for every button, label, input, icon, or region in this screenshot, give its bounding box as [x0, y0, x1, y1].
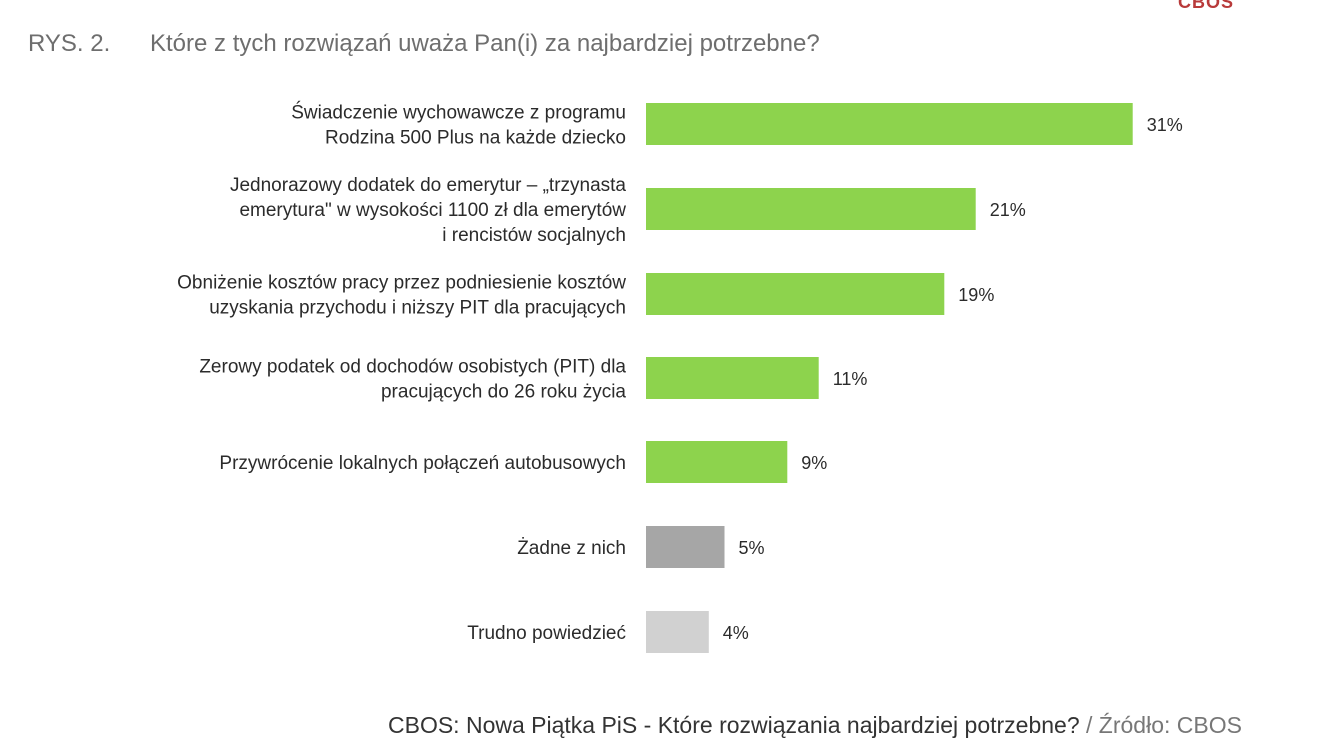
value-label-2: 19%: [958, 285, 994, 305]
category-label-line: i rencistów socjalnych: [442, 225, 626, 246]
value-label-5: 5%: [739, 538, 765, 558]
category-label-6: Trudno powiedzieć: [467, 623, 626, 644]
bar-6: [646, 611, 709, 653]
category-label-line: Jednorazowy dodatek do emerytur – „trzyn…: [230, 175, 626, 196]
category-label-line: Zerowy podatek od dochodów osobistych (P…: [199, 357, 626, 378]
cbos-logo: CBOS: [1178, 0, 1235, 12]
caption-source: / Źródło: CBOS: [1079, 712, 1242, 738]
category-label-line: Trudno powiedzieć: [467, 623, 626, 644]
bar-5: [646, 526, 725, 568]
figure-number: RYS. 2.: [28, 30, 111, 57]
image-caption: CBOS: Nowa Piątka PiS - Które rozwiązani…: [388, 712, 1242, 739]
figure-title: RYS. 2. Które z tych rozwiązań uważa Pan(…: [28, 30, 820, 58]
value-label-1: 21%: [990, 200, 1026, 220]
category-label-line: Obniżenie kosztów pracy przez podniesien…: [177, 273, 626, 294]
category-label-line: emerytura" w wysokości 1100 zł dla emery…: [239, 200, 626, 221]
category-label-line: Świadczenie wychowawcze z programu: [291, 102, 626, 124]
category-label-5: Żadne z nich: [517, 538, 626, 559]
category-label-line: uzyskania przychodu i niższy PIT dla pra…: [209, 298, 626, 319]
category-label-line: Żadne z nich: [517, 538, 626, 559]
category-label-1: Jednorazowy dodatek do emerytur – „trzyn…: [230, 175, 626, 246]
figure-question: Które z tych rozwiązań uważa Pan(i) za n…: [150, 30, 820, 57]
category-label-line: Rodzina 500 Plus na każde dziecko: [325, 128, 626, 149]
value-label-4: 9%: [801, 453, 827, 473]
bar-1: [646, 188, 976, 230]
category-label-0: Świadczenie wychowawcze z programu Rodzin…: [291, 102, 626, 149]
category-label-2: Obniżenie kosztów pracy przez podniesien…: [177, 273, 626, 319]
category-label-line: pracujących do 26 roku życia: [381, 382, 626, 403]
bar-4: [646, 441, 788, 483]
bar-2: [646, 273, 945, 315]
category-label-line: Przywrócenie lokalnych połączeń autobuso…: [219, 453, 626, 474]
value-label-6: 4%: [723, 623, 749, 643]
caption-text: CBOS: Nowa Piątka PiS - Które rozwiązani…: [388, 712, 1080, 738]
bar-0: [646, 103, 1133, 145]
value-label-0: 31%: [1147, 115, 1183, 135]
category-label-3: Zerowy podatek od dochodów osobistych (P…: [199, 357, 626, 403]
bar-chart: 31% Świadczenie wychowawcze z programu Rod…: [177, 102, 1183, 653]
bar-3: [646, 357, 819, 399]
value-label-3: 11%: [833, 369, 868, 389]
category-label-4: Przywrócenie lokalnych połączeń autobuso…: [219, 453, 626, 474]
